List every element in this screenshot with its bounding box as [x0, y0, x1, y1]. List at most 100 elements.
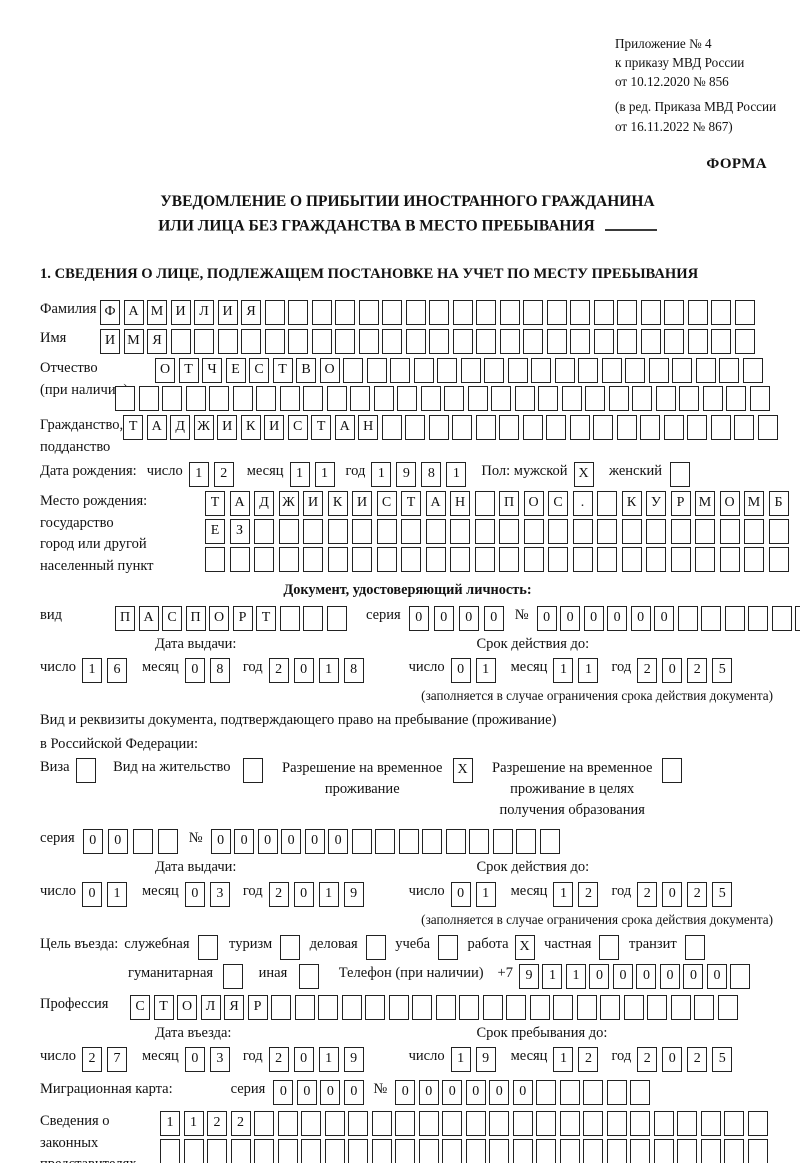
char-box[interactable] [600, 994, 620, 1020]
char-box[interactable] [742, 358, 763, 384]
char-box[interactable]: 2 [81, 1047, 102, 1073]
char-box[interactable] [375, 829, 396, 855]
char-box[interactable]: М [695, 491, 715, 517]
char-box[interactable] [418, 1111, 439, 1137]
char-box[interactable] [413, 358, 434, 384]
char-box[interactable] [734, 415, 755, 441]
char-box[interactable] [438, 934, 459, 960]
char-box[interactable] [523, 329, 543, 355]
char-box[interactable]: 0 [343, 1080, 364, 1106]
char-box[interactable]: Р [247, 994, 268, 1020]
char-box[interactable] [648, 358, 669, 384]
char-box[interactable] [701, 605, 722, 631]
char-box[interactable] [350, 386, 370, 412]
char-box[interactable] [288, 300, 308, 326]
char-box[interactable] [405, 415, 426, 441]
char-box[interactable] [507, 358, 528, 384]
char-box[interactable] [476, 329, 496, 355]
char-box[interactable] [301, 1139, 321, 1163]
char-box[interactable] [559, 1139, 580, 1163]
char-box[interactable] [324, 1111, 345, 1137]
char-box[interactable] [209, 386, 229, 412]
char-box[interactable]: С [287, 415, 308, 441]
char-box[interactable]: 2 [637, 658, 658, 684]
char-box[interactable]: 0 [418, 1080, 439, 1106]
char-box[interactable]: 1 [318, 658, 339, 684]
char-box[interactable] [561, 386, 582, 412]
char-box[interactable] [616, 415, 637, 441]
char-box[interactable] [512, 1139, 533, 1163]
char-box[interactable] [711, 329, 731, 355]
char-box[interactable] [435, 994, 456, 1020]
char-box[interactable] [585, 386, 605, 412]
char-box[interactable] [388, 994, 409, 1020]
char-box[interactable]: Я [224, 994, 244, 1020]
char-box[interactable] [405, 300, 426, 326]
char-box[interactable]: 0 [281, 829, 302, 855]
char-box[interactable]: 1 [553, 1047, 574, 1073]
char-box[interactable]: 0 [483, 605, 504, 631]
char-box[interactable]: 2 [213, 462, 234, 488]
char-box[interactable] [205, 547, 225, 573]
char-box[interactable] [264, 329, 285, 355]
residence-permit-checkbox[interactable] [242, 758, 267, 784]
purpose-private-checkbox[interactable] [599, 934, 623, 960]
char-box[interactable] [288, 329, 308, 355]
char-box[interactable]: О [209, 605, 229, 631]
char-box[interactable] [662, 758, 683, 784]
char-box[interactable] [467, 386, 488, 412]
char-box[interactable] [640, 329, 661, 355]
char-box[interactable]: Т [272, 358, 293, 384]
char-box[interactable]: 2 [578, 881, 599, 907]
char-box[interactable]: 0 [662, 1047, 683, 1073]
char-box[interactable] [514, 386, 535, 412]
char-box[interactable]: Я [241, 300, 261, 326]
char-box[interactable] [351, 829, 372, 855]
char-box[interactable]: Ж [193, 415, 214, 441]
char-box[interactable]: 5 [712, 1047, 733, 1073]
char-box[interactable] [646, 519, 666, 545]
char-box[interactable]: 2 [268, 1047, 289, 1073]
char-box[interactable]: Н [358, 415, 379, 441]
char-box[interactable]: 1 [578, 658, 599, 684]
char-box[interactable] [647, 994, 667, 1020]
char-box[interactable] [254, 1139, 274, 1163]
char-box[interactable]: А [334, 415, 355, 441]
char-box[interactable] [606, 1080, 627, 1106]
char-box[interactable] [474, 491, 495, 517]
char-box[interactable] [303, 547, 323, 573]
char-box[interactable]: 0 [683, 963, 704, 989]
char-box[interactable]: П [499, 491, 519, 517]
char-box[interactable]: Ж [278, 491, 299, 517]
char-box[interactable] [593, 415, 614, 441]
char-box[interactable] [425, 547, 446, 573]
char-box[interactable]: X [514, 934, 535, 960]
char-box[interactable] [157, 829, 178, 855]
char-box[interactable]: 1 [553, 658, 574, 684]
char-box[interactable] [601, 358, 622, 384]
char-box[interactable] [301, 1111, 321, 1137]
char-box[interactable]: А [123, 300, 144, 326]
char-box[interactable] [719, 547, 740, 573]
char-box[interactable] [412, 994, 432, 1020]
char-box[interactable] [597, 547, 617, 573]
char-box[interactable] [538, 386, 558, 412]
char-box[interactable]: 2 [578, 1047, 599, 1073]
char-box[interactable] [366, 358, 387, 384]
char-box[interactable]: А [229, 491, 250, 517]
char-box[interactable]: 9 [396, 462, 417, 488]
char-box[interactable]: X [573, 462, 594, 488]
char-box[interactable] [700, 1139, 721, 1163]
char-box[interactable]: 1 [289, 462, 310, 488]
char-box[interactable]: 0 [210, 829, 231, 855]
char-box[interactable] [630, 1139, 650, 1163]
char-box[interactable] [719, 358, 739, 384]
char-box[interactable] [390, 358, 410, 384]
char-box[interactable] [499, 415, 520, 441]
char-box[interactable]: 0 [81, 881, 102, 907]
char-box[interactable]: 0 [607, 605, 628, 631]
char-box[interactable] [264, 300, 285, 326]
char-box[interactable] [597, 491, 617, 517]
char-box[interactable] [536, 1080, 557, 1106]
char-box[interactable] [442, 1111, 462, 1137]
